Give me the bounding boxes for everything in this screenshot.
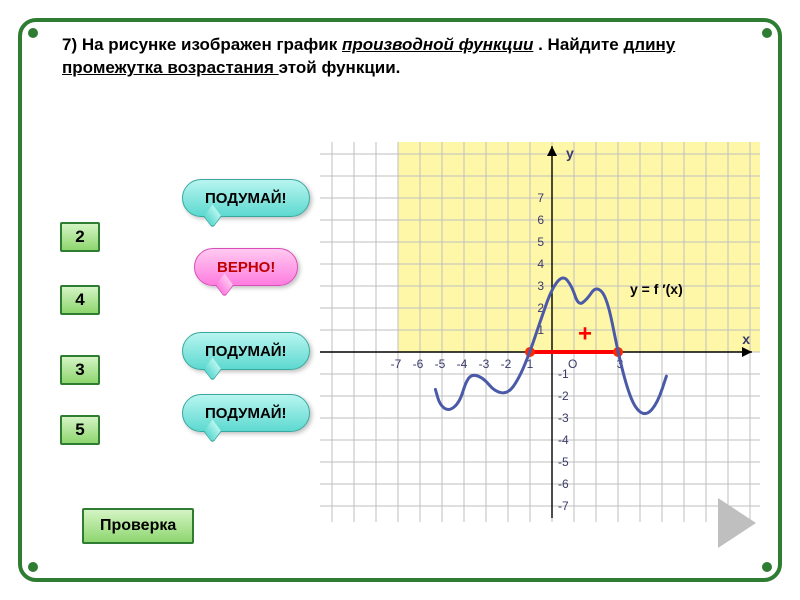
svg-text:-3: -3	[479, 357, 490, 371]
answer-option-4[interactable]: 4	[60, 285, 100, 315]
svg-text:y: y	[566, 145, 574, 161]
q-suffix: этой функции.	[279, 58, 401, 77]
svg-text:-7: -7	[558, 499, 569, 513]
svg-text:-2: -2	[501, 357, 512, 371]
q-prefix: 7) На рисунке изображен график	[62, 35, 342, 54]
svg-text:4: 4	[537, 257, 544, 271]
svg-text:-2: -2	[558, 389, 569, 403]
slide-frame: 7) На рисунке изображен график производн…	[18, 18, 782, 582]
corner-decoration	[762, 28, 772, 38]
svg-text:x: x	[742, 331, 750, 347]
q-middle: . Найдите	[538, 35, 623, 54]
svg-text:-7: -7	[391, 357, 402, 371]
corner-decoration	[762, 562, 772, 572]
svg-text:-5: -5	[435, 357, 446, 371]
feedback-correct-bubble: ВЕРНО!	[194, 248, 298, 286]
feedback-think-bubble: ПОДУМАЙ!	[182, 332, 310, 370]
svg-text:O: O	[568, 357, 577, 371]
check-button[interactable]: Проверка	[82, 508, 194, 544]
corner-decoration	[28, 28, 38, 38]
check-label: Проверка	[100, 517, 176, 534]
svg-text:-3: -3	[558, 411, 569, 425]
svg-text:7: 7	[537, 191, 544, 205]
q-italic: производной функции	[342, 35, 533, 54]
answer-option-3[interactable]: 3	[60, 355, 100, 385]
svg-text:3: 3	[537, 279, 544, 293]
svg-text:-4: -4	[457, 357, 468, 371]
answer-option-5[interactable]: 5	[60, 415, 100, 445]
svg-text:y = f ′(x): y = f ′(x)	[630, 281, 683, 297]
svg-text:-6: -6	[413, 357, 424, 371]
svg-text:-4: -4	[558, 433, 569, 447]
derivative-chart: -7-6-5-4-3-2-131234567-1-2-3-4-5-6-7Oxy+…	[320, 142, 760, 522]
feedback-think-bubble: ПОДУМАЙ!	[182, 179, 310, 217]
svg-text:-5: -5	[558, 455, 569, 469]
question-text: 7) На рисунке изображен график производн…	[62, 34, 738, 80]
svg-text:+: +	[578, 320, 592, 347]
feedback-think-bubble: ПОДУМАЙ!	[182, 394, 310, 432]
answer-option-2[interactable]: 2	[60, 222, 100, 252]
svg-text:6: 6	[537, 213, 544, 227]
corner-decoration	[28, 562, 38, 572]
svg-text:5: 5	[537, 235, 544, 249]
svg-text:-6: -6	[558, 477, 569, 491]
